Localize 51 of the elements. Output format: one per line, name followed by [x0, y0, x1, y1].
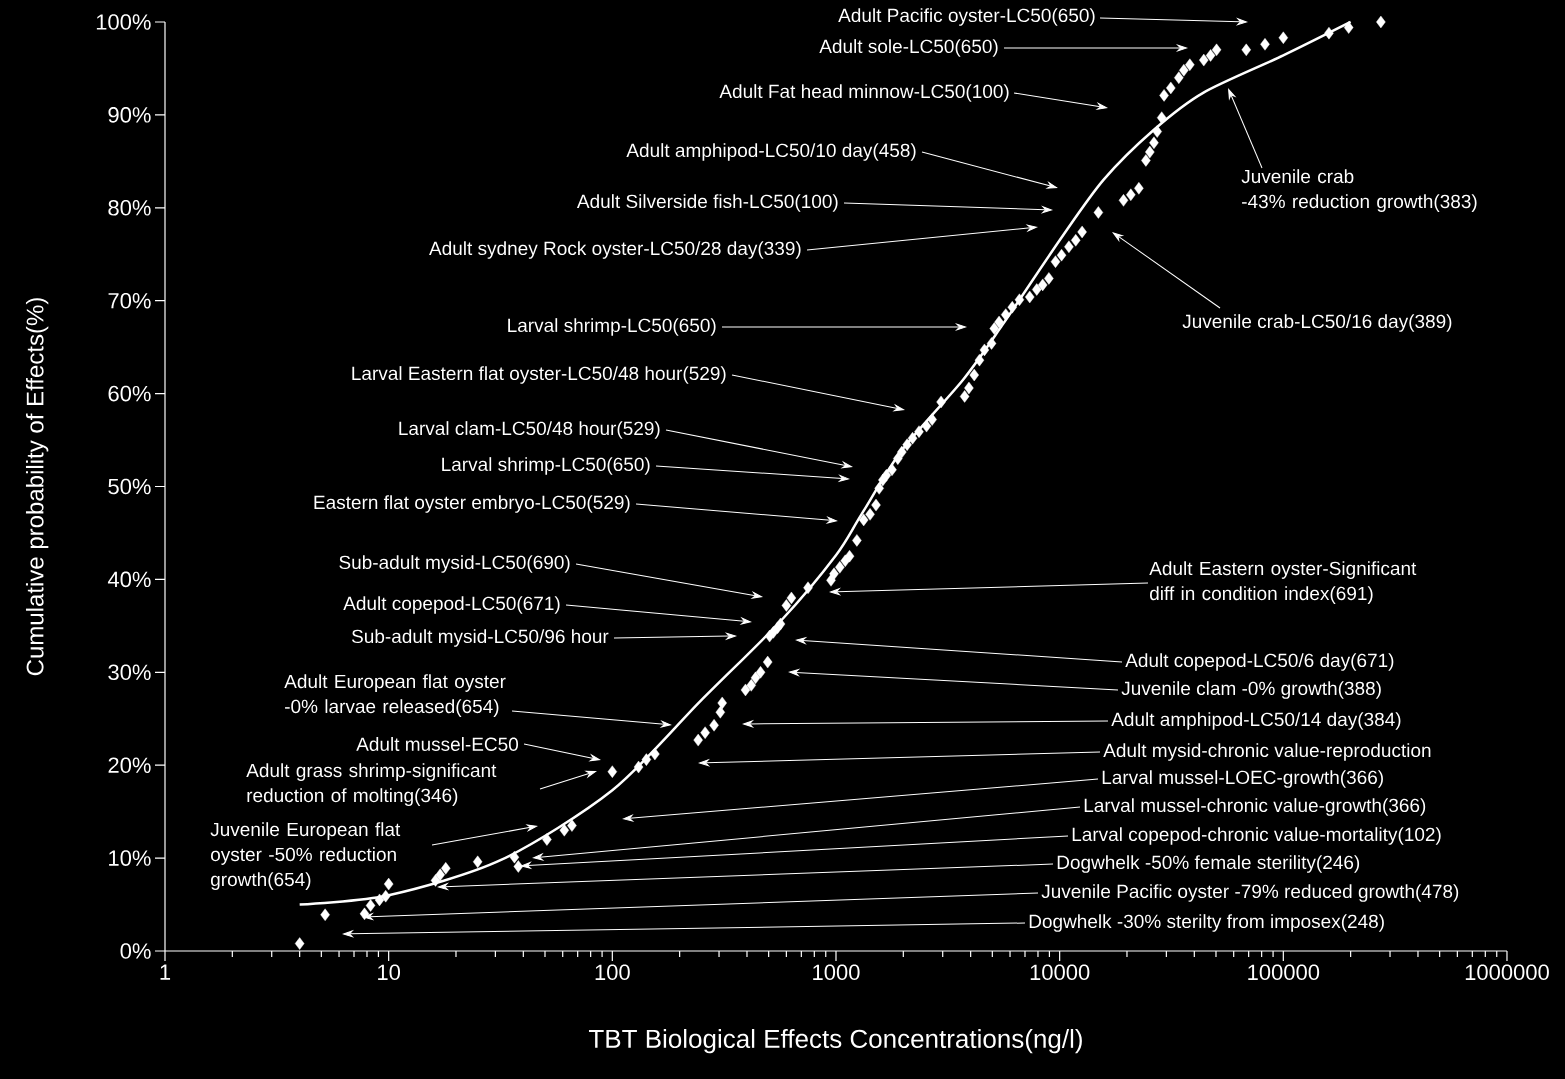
- annotation: Adult amphipod-LC50/14 day(384): [1111, 712, 1401, 730]
- y-tick-label: 10%: [109, 850, 151, 866]
- annotation: Larval Eastern flat oyster-LC50/48 hour(529): [352, 366, 726, 384]
- y-tick-label: 50%: [108, 478, 151, 495]
- annotation: Sub-adult mysid-LC50(690): [339, 555, 570, 573]
- x-tick-label: 1: [160, 964, 171, 980]
- annotation: Adult Fat head minnow-LC50(100): [719, 84, 1009, 102]
- x-tick-label: 10000: [1030, 964, 1090, 981]
- annotation: Adult amphipod-LC50/10 day(458): [626, 143, 916, 161]
- y-axis-title: Cumulative probability of Effects(%): [25, 298, 49, 676]
- annotation: Adult sole-LC50(650): [819, 39, 998, 57]
- annotation: Adult grass shrimp-significant reduction of molting(346): [246, 763, 497, 806]
- annotation: Adult copepod-LC50(671): [343, 596, 560, 614]
- annotation: Juvenile crab -43% reduction growth(383): [1241, 169, 1477, 212]
- x-tick-label: 1000000: [1465, 964, 1549, 981]
- y-tick-label: 80%: [108, 200, 151, 216]
- annotation: Larval copepod-chronic value-mortality(102): [1072, 827, 1441, 845]
- annotation: Adult mysid-chronic value-reproduction: [1103, 743, 1431, 761]
- annotation: Dogwhelk -50% female sterility(246): [1057, 855, 1360, 873]
- annotation: Adult Eastern oyster-Significant diff in condition index(691): [1149, 561, 1417, 604]
- annotation: Adult copepod-LC50/6 day(671): [1125, 653, 1394, 671]
- annotation: Adult European flat oyster -0% larvae released(654): [284, 674, 506, 717]
- annotation: Juvenile crab-LC50/16 day(389): [1182, 314, 1452, 332]
- x-tick-label: 100: [595, 964, 630, 981]
- y-tick-label: 100%: [96, 14, 151, 30]
- x-tick-label: 1000: [813, 964, 860, 981]
- annotation: Dogwhelk -30% sterilty from imposex(248): [1029, 914, 1384, 932]
- y-tick-label: 60%: [108, 385, 151, 402]
- y-tick-label: 0%: [120, 943, 151, 959]
- annotation: Sub-adult mysid-LC50/96 hour: [351, 629, 609, 647]
- y-tick-label: 30%: [108, 664, 151, 681]
- annotation: Adult Silverside fish-LC50(100): [576, 194, 838, 212]
- annotation: Larval mussel-chronic value-growth(366): [1084, 798, 1426, 816]
- y-tick-label: 20%: [108, 757, 151, 773]
- y-tick-label: 90%: [108, 107, 151, 123]
- x-tick-label: 10: [378, 964, 401, 981]
- x-axis-title: TBT Biological Effects Concentrations(ng/l): [588, 1028, 1082, 1054]
- annotation: Larval clam-LC50/48 hour(529): [399, 421, 660, 439]
- y-tick-label: 40%: [107, 571, 151, 588]
- annotation: Larval shrimp-LC50(650): [442, 457, 650, 475]
- annotation: Adult mussel-EC50: [356, 737, 519, 751]
- annotation: Larval shrimp-LC50(650): [508, 318, 716, 336]
- annotation: Adult Pacific oyster-LC50(650): [838, 8, 1095, 26]
- y-tick-label: 70%: [108, 292, 151, 309]
- annotation: Larval mussel-LOEC-growth(366): [1102, 770, 1383, 788]
- annotation: Juvenile European flat oyster -50% reduction growth(654): [210, 822, 401, 890]
- annotation: Juvenile Pacific oyster -79% reduced growth(478): [1041, 884, 1459, 902]
- annotation: Eastern flat oyster embryo-LC50(529): [314, 495, 630, 513]
- annotation: Juvenile clam -0% growth(388): [1121, 681, 1381, 699]
- annotation: Adult sydney Rock oyster-LC50/28 day(339): [429, 241, 801, 259]
- x-tick-label: 100000: [1248, 964, 1320, 981]
